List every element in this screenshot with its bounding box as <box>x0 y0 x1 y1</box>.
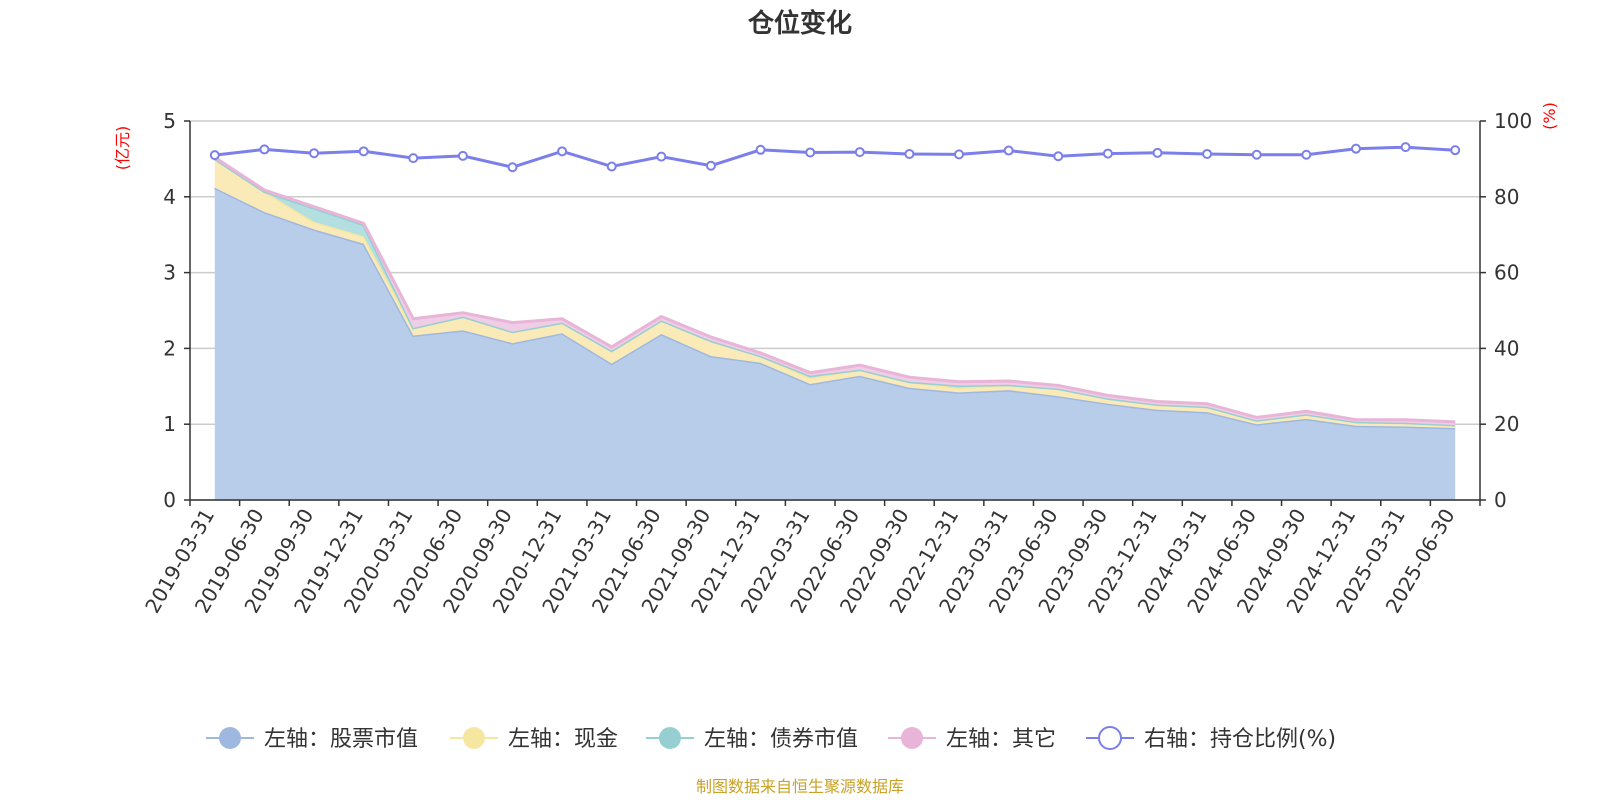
left-axis-unit: (亿元) <box>113 126 132 171</box>
ratio-point <box>557 146 568 157</box>
ratio-point <box>954 149 965 160</box>
left-tick-label: 0 <box>163 488 176 512</box>
right-tick-label: 0 <box>1494 488 1507 512</box>
right-tick-label: 100 <box>1494 109 1532 133</box>
ratio-point <box>1053 151 1064 162</box>
legend-label-3: 左轴：债券市值 <box>704 727 858 752</box>
right-tick-label: 80 <box>1494 185 1519 209</box>
ratio-point <box>309 148 320 159</box>
right-axis-unit: (%) <box>1540 102 1559 130</box>
ratio-point <box>1202 148 1213 159</box>
ratio-point <box>656 151 667 162</box>
right-tick-label: 20 <box>1494 412 1519 436</box>
area-edge-line-4 <box>213 156 1456 424</box>
legend-marker-1 <box>219 727 241 749</box>
ratio-line-series <box>209 142 1461 173</box>
right-tick-label: 40 <box>1494 336 1519 360</box>
ratio-point <box>755 144 766 155</box>
left-tick-label: 3 <box>163 261 176 285</box>
legend-marker-5 <box>1098 726 1122 750</box>
legend-label-5: 右轴：持仓比例(%) <box>1144 727 1336 752</box>
left-tick-label: 1 <box>163 412 176 436</box>
area-series <box>213 156 1456 500</box>
left-tick-label: 2 <box>163 336 176 360</box>
ratio-point <box>358 146 369 157</box>
legend-marker-4 <box>901 727 923 749</box>
ratio-point <box>1251 149 1262 160</box>
ratio-point <box>1003 145 1014 156</box>
left-tick-label: 5 <box>163 109 176 133</box>
ratio-point <box>805 147 816 158</box>
area-4 <box>214 157 1456 425</box>
legend-marker-2 <box>463 727 485 749</box>
data-source-note: 制图数据来自恒生聚源数据库 <box>696 777 904 796</box>
ratio-point <box>1450 145 1461 156</box>
ratio-point <box>854 147 865 158</box>
legend-marker-3 <box>659 727 681 749</box>
ratio-point <box>1350 143 1361 154</box>
ratio-point <box>904 148 915 159</box>
chart-title: 仓位变化 <box>747 8 852 39</box>
right-tick-label: 60 <box>1494 261 1519 285</box>
ratio-point <box>457 150 468 161</box>
ratio-point <box>1301 149 1312 160</box>
legend-label-4: 左轴：其它 <box>946 727 1056 752</box>
ratio-point <box>1400 142 1411 153</box>
ratio-line <box>214 145 1456 169</box>
ratio-point <box>705 160 716 171</box>
ratio-point <box>507 162 518 173</box>
legend: 左轴：股票市值 左轴：现金 左轴：债券市值 左轴：其它 右轴：持仓比例(%) <box>206 726 1336 752</box>
ratio-point <box>408 153 419 164</box>
legend-label-2: 左轴：现金 <box>508 727 618 752</box>
legend-label-1: 左轴：股票市值 <box>264 727 418 752</box>
ratio-point <box>209 150 220 161</box>
left-tick-label: 4 <box>163 185 176 209</box>
ratio-point <box>259 144 270 155</box>
ratio-point <box>1152 147 1163 158</box>
ratio-point <box>1102 148 1113 159</box>
area-1 <box>214 187 1456 500</box>
ratio-point <box>606 161 617 172</box>
